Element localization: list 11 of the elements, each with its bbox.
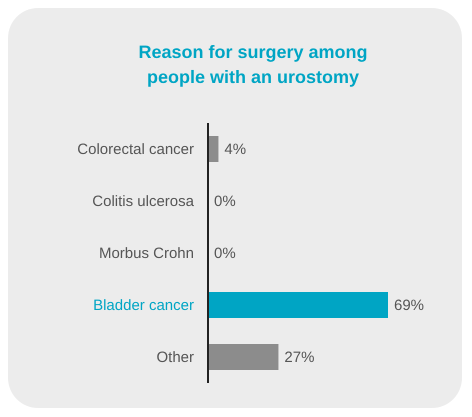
data-label: 0% (214, 245, 236, 262)
y-tick-label: Colorectal cancer (77, 141, 194, 158)
y-tick-label: Bladder cancer (93, 297, 194, 314)
chart-title: Reason for surgery among people with an urostomy (137, 41, 369, 89)
data-label: 4% (224, 141, 246, 158)
y-tick-label: Other (156, 349, 194, 366)
y-tick-label: Morbus Crohn (98, 245, 194, 262)
data-label: 69% (394, 297, 424, 314)
y-tick-label: Colitis ulcerosa (92, 193, 195, 210)
data-label: 27% (284, 349, 314, 366)
data-label: 0% (214, 193, 236, 210)
